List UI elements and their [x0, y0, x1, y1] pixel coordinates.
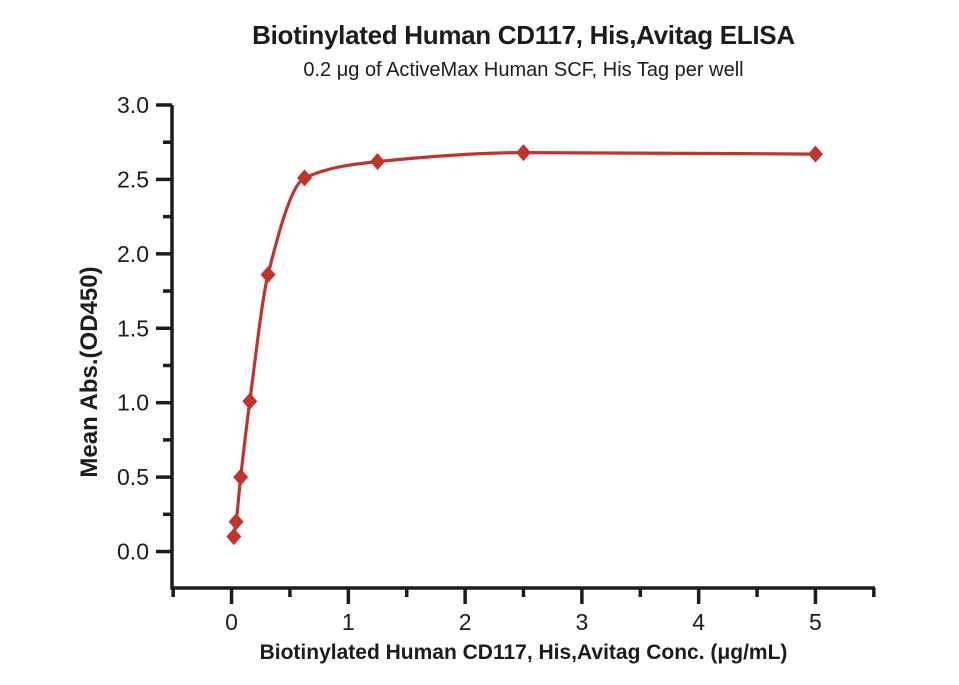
y-tick-label: 2.5 [117, 166, 149, 192]
x-tick-label: 3 [575, 609, 588, 635]
x-tick-label: 2 [459, 609, 472, 635]
data-point-marker [260, 266, 276, 284]
data-point-marker [516, 144, 531, 162]
y-tick-label: 0.0 [117, 539, 149, 565]
chart-subtitle: 0.2 μg of ActiveMax Human SCF, His Tag p… [303, 59, 744, 81]
data-point-marker [297, 169, 313, 187]
fit-curve [232, 150, 817, 539]
data-point-marker [226, 528, 242, 546]
x-axis-label: Biotinylated Human CD117, His,Avitag Con… [259, 641, 788, 664]
y-tick-label: 1.0 [117, 390, 149, 416]
data-point-marker [807, 145, 823, 163]
data-point-marker [228, 513, 244, 531]
y-tick-label: 0.5 [117, 464, 149, 490]
x-tick-label: 5 [809, 609, 822, 635]
y-tick-label: 2.0 [117, 241, 149, 267]
data-point-marker [242, 392, 258, 410]
y-tick-label: 3.0 [117, 92, 149, 118]
x-tick-label: 4 [692, 609, 705, 635]
x-tick-label: 0 [225, 609, 238, 635]
data-point-marker [233, 468, 249, 486]
x-tick-label: 1 [342, 609, 355, 635]
data-point-marker [370, 153, 386, 171]
axes-spine [170, 105, 875, 590]
y-tick-label: 1.5 [117, 315, 149, 341]
chart-title: Biotinylated Human CD117, His,Avitag ELI… [252, 20, 795, 50]
